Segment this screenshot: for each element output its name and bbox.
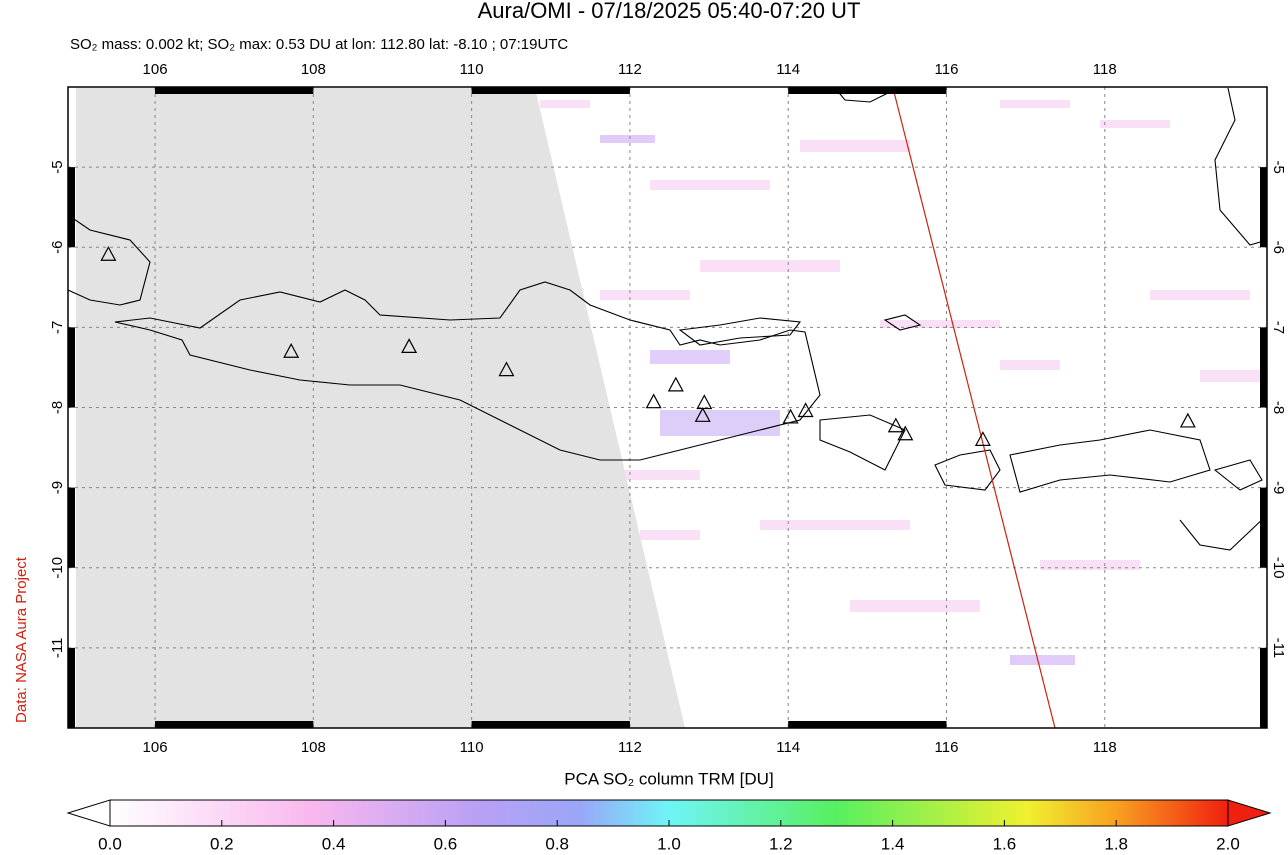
frame-segment bbox=[1260, 487, 1267, 568]
volcano-marker bbox=[645, 393, 662, 409]
x-tick-label: 106 bbox=[143, 61, 168, 78]
y-tick-label: -9 bbox=[49, 481, 66, 494]
frame-segment bbox=[1260, 167, 1267, 248]
title: Aura/OMI - 07/18/2025 05:40-07:20 UT bbox=[478, 0, 861, 23]
volcano-marker bbox=[696, 394, 713, 410]
frame-segment bbox=[1260, 327, 1267, 408]
volcano-marker bbox=[401, 338, 418, 354]
map-area bbox=[68, 87, 1267, 728]
y-tick-label: -10 bbox=[49, 557, 66, 579]
colorbar-high-arrow bbox=[1227, 799, 1272, 827]
y-tick-label: -6 bbox=[1270, 241, 1287, 254]
x-tick-label: 118 bbox=[1093, 61, 1117, 78]
volcano-marker bbox=[1179, 412, 1196, 428]
volcano-marker bbox=[667, 376, 684, 392]
x-tick-label: 112 bbox=[618, 61, 642, 78]
colorbar-tick-label: 1.6 bbox=[993, 834, 1017, 853]
grid bbox=[68, 87, 1267, 728]
y-tick-label: -7 bbox=[49, 321, 66, 334]
colorbar-tick-label: 0.6 bbox=[434, 834, 458, 853]
y-tick-label: -11 bbox=[1270, 638, 1287, 659]
x-tick-label: 106 bbox=[143, 739, 168, 756]
x-tick-label: 110 bbox=[460, 739, 484, 756]
y-tick-label: -10 bbox=[1270, 557, 1287, 579]
colorbar-tick-label: 1.0 bbox=[657, 834, 681, 853]
x-tick-label: 112 bbox=[618, 739, 642, 756]
x-tick-label: 108 bbox=[301, 61, 326, 78]
credit: Data: NASA Aura Project bbox=[13, 556, 30, 723]
frame-segment bbox=[1260, 647, 1267, 728]
x-tick-label: 118 bbox=[1093, 739, 1117, 756]
frame-segment bbox=[68, 167, 75, 248]
colorbar-tick-label: 0.2 bbox=[210, 834, 234, 853]
y-tick-label: -5 bbox=[49, 160, 66, 173]
colorbar-low-arrow bbox=[66, 799, 111, 827]
volcano-marker bbox=[100, 245, 117, 261]
colorbar-tick-label: 0.4 bbox=[322, 834, 346, 853]
frame-segment bbox=[471, 721, 630, 728]
volcano-marker bbox=[974, 431, 991, 446]
y-tick-label: -6 bbox=[49, 241, 66, 254]
frame-segment bbox=[68, 327, 75, 408]
colorbar-ticks: 0.0 0.2 0.4 0.6 0.8 1.0 1.2 1.4 1.6 1.8 2.0 bbox=[98, 820, 1240, 853]
x-tick-label: 110 bbox=[460, 61, 484, 78]
y-tick-label: -5 bbox=[1270, 160, 1287, 173]
frame-segment bbox=[68, 487, 75, 568]
x-tick-label: 114 bbox=[776, 61, 800, 78]
y-tick-label: -8 bbox=[1270, 401, 1287, 414]
subtitle: SO₂ mass: 0.002 kt; SO₂ max: 0.53 DU at … bbox=[70, 36, 568, 53]
colorbar-tick-label: 2.0 bbox=[1216, 834, 1240, 853]
frame-segment bbox=[471, 87, 630, 94]
y-tick-label: -11 bbox=[49, 638, 66, 659]
coastlines bbox=[68, 87, 1267, 551]
colorbar-tick-label: 1.8 bbox=[1104, 834, 1128, 853]
frame-segment bbox=[68, 647, 75, 728]
frame-segment bbox=[788, 721, 947, 728]
x-tick-label: 116 bbox=[935, 61, 959, 78]
volcano-marker bbox=[283, 342, 300, 358]
axes: 106 106 108 108 110 110 112 112 114 114 116 116 118 1… bbox=[49, 61, 1287, 756]
frame-segment bbox=[155, 721, 314, 728]
volcano-marker bbox=[897, 425, 914, 441]
frame-segment bbox=[788, 87, 947, 94]
colorbar-tick-label: 1.2 bbox=[769, 834, 793, 853]
x-tick-label: 114 bbox=[776, 739, 800, 756]
frame-segment bbox=[155, 87, 314, 94]
colorbar-label: PCA SO₂ column TRM [DU] bbox=[564, 769, 773, 788]
volcano-marker bbox=[782, 408, 799, 424]
colorbar-tick-label: 0.8 bbox=[545, 834, 569, 853]
volcanoes bbox=[100, 245, 1196, 446]
volcano-marker bbox=[498, 361, 515, 377]
volcano-marker bbox=[887, 417, 904, 433]
so2-swaths bbox=[540, 100, 1260, 665]
colorbar-tick-label: 1.4 bbox=[881, 834, 905, 853]
x-tick-label: 116 bbox=[935, 739, 959, 756]
y-tick-label: -9 bbox=[1270, 481, 1287, 494]
colorbar-tick-label: 0.0 bbox=[98, 834, 122, 853]
orbit-track bbox=[892, 87, 1056, 728]
y-tick-label: -7 bbox=[1270, 321, 1287, 334]
volcano-marker bbox=[797, 402, 814, 418]
volcano-marker bbox=[694, 407, 711, 422]
y-tick-label: -8 bbox=[49, 401, 66, 414]
x-tick-label: 108 bbox=[301, 739, 326, 756]
